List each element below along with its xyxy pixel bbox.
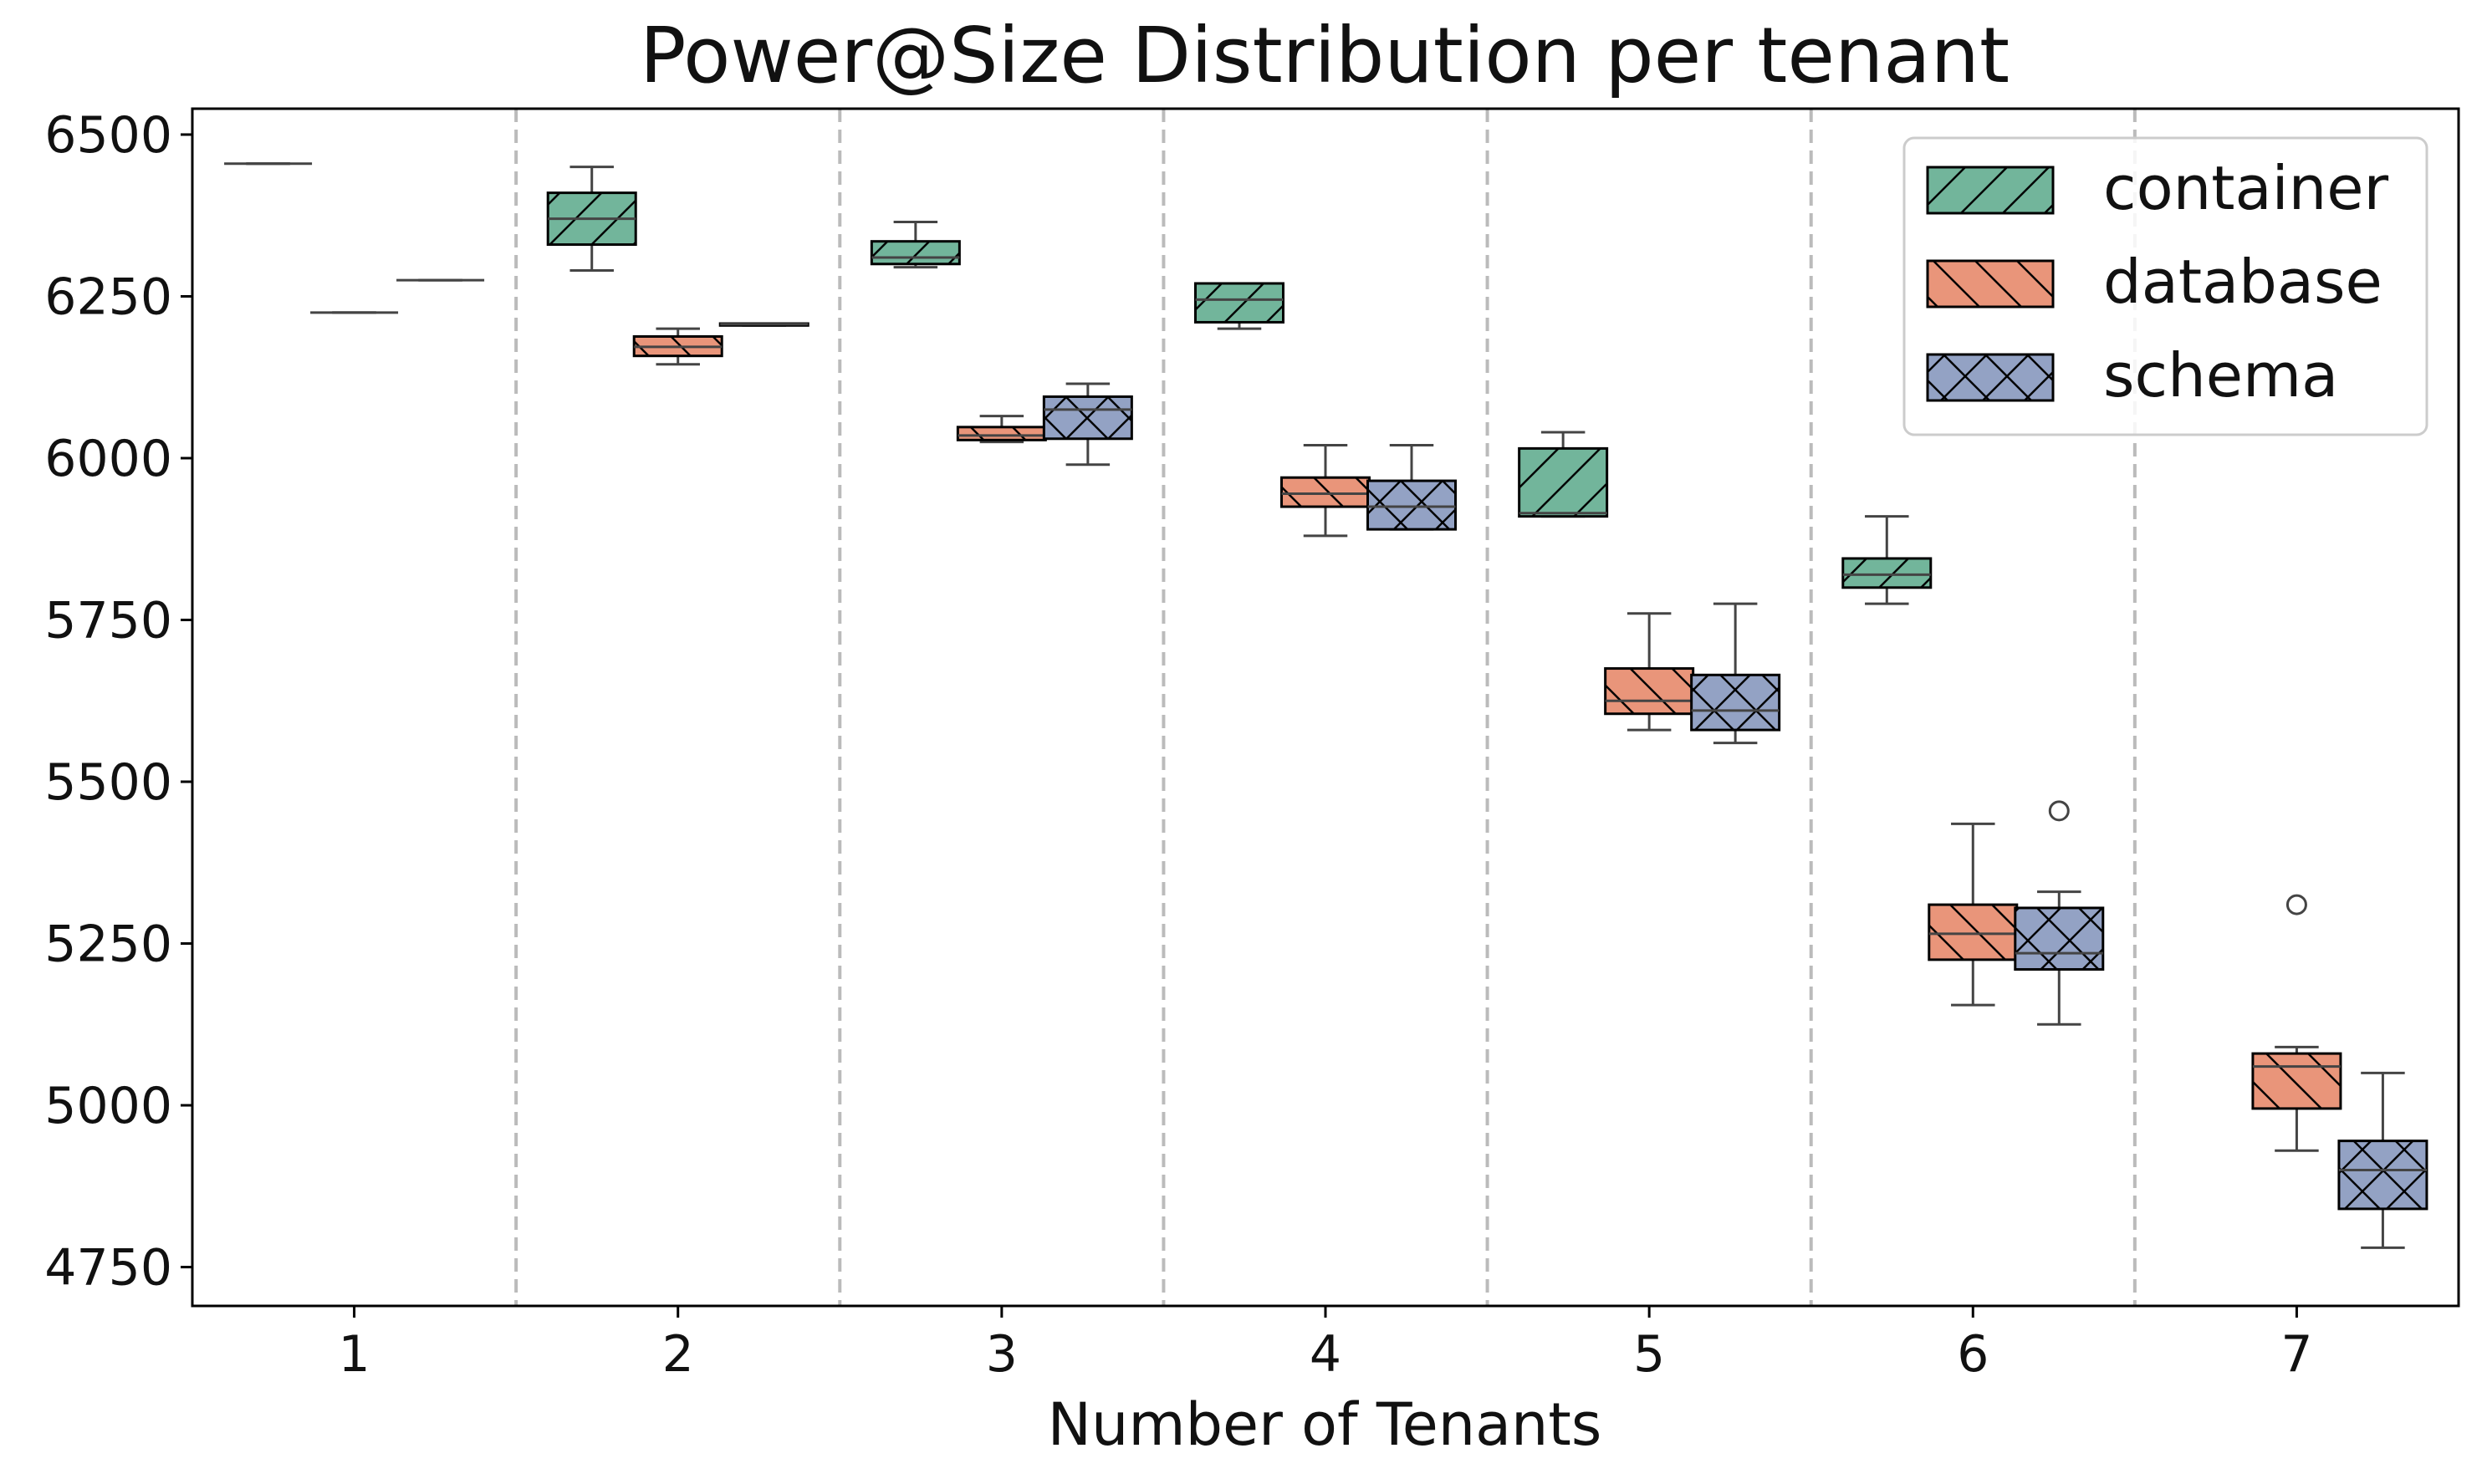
- box-container-6: [1841, 515, 1933, 605]
- legend: container database schema: [1902, 136, 2428, 436]
- plot-frame: [191, 107, 2460, 1308]
- box-hatch: [1928, 905, 2017, 960]
- box-database-6: [1928, 822, 2019, 1007]
- box-hatch: [871, 241, 960, 264]
- box-database-7: [2251, 894, 2342, 1152]
- box-database-3: [956, 415, 1047, 444]
- y-axis: 4750 5000 5250 5500 5750 6000 6250 6500: [44, 106, 192, 1298]
- y-tick-label: 6250: [44, 268, 172, 326]
- outlier-point: [2048, 800, 2070, 822]
- box-outline: [870, 240, 961, 266]
- y-tick-label: 5500: [44, 753, 172, 812]
- x-tick-label: 7: [2280, 1325, 2312, 1384]
- box-outline: [1194, 282, 1284, 324]
- x-tick-label: 1: [338, 1325, 370, 1384]
- box-hatch: [1519, 448, 1607, 517]
- box-schema-6: [2014, 800, 2105, 1026]
- box-outline: [1518, 446, 1609, 518]
- x-axis: 1 2 3 4 5 6 7: [338, 1306, 2313, 1384]
- y-tick-label: 5250: [44, 915, 172, 974]
- x-axis-label: Number of Tenants: [1048, 1390, 1602, 1459]
- legend-label: schema: [2103, 340, 2338, 411]
- legend-item-database: database: [1926, 247, 2382, 317]
- y-tick-label: 6000: [44, 430, 172, 488]
- chart-title: Power@Size Distribution per tenant: [640, 11, 2010, 100]
- box-hatch: [1842, 558, 1931, 588]
- y-tick-label: 5000: [44, 1077, 172, 1135]
- box-schema-5: [1690, 602, 1781, 745]
- y-tick-label: 4750: [44, 1239, 172, 1298]
- box-hatch: [958, 426, 1046, 441]
- y-tick-label: 5750: [44, 592, 172, 650]
- box-schema-4: [1366, 444, 1457, 531]
- box-schema-3: [1042, 382, 1133, 467]
- box-outline: [1690, 673, 1781, 732]
- x-tick-label: 6: [1957, 1325, 1989, 1384]
- box-outline: [1042, 395, 1133, 441]
- box-container-2: [546, 166, 637, 273]
- legend-swatch-hatch: [1928, 261, 2053, 307]
- box-database-2: [632, 327, 723, 366]
- box-container-3: [870, 220, 961, 269]
- outlier-point: [2285, 894, 2307, 915]
- box-hatch: [1691, 675, 1780, 731]
- box-database-4: [1280, 444, 1371, 538]
- box-hatch: [1605, 668, 1693, 714]
- box-container-5: [1518, 431, 1609, 518]
- box-hatch: [1044, 396, 1132, 439]
- box-schema-7: [2337, 1071, 2428, 1249]
- x-tick-label: 5: [1633, 1325, 1665, 1384]
- box-outline: [2014, 906, 2105, 971]
- legend-item-container: container: [1926, 153, 2389, 223]
- legend-label: database: [2103, 247, 2382, 317]
- box-container-4: [1194, 282, 1284, 330]
- box-hatch: [2338, 1140, 2427, 1209]
- group-separators: [514, 109, 2137, 1306]
- box-outline: [2251, 1052, 2342, 1110]
- box-hatch: [1281, 477, 1370, 507]
- legend-swatch-hatch: [1928, 354, 2053, 400]
- x-tick-label: 3: [986, 1325, 1018, 1384]
- legend-swatch-outline: [1926, 259, 2055, 309]
- legend-swatch-hatch: [1928, 167, 2053, 213]
- box-series: [224, 162, 2428, 1249]
- box-hatch: [1195, 283, 1284, 323]
- x-tick-label: 4: [1310, 1325, 1341, 1384]
- box-outline: [2337, 1140, 2428, 1211]
- box-schema-2: [718, 322, 809, 327]
- box-hatch: [2252, 1053, 2341, 1109]
- legend-item-schema: schema: [1926, 340, 2338, 411]
- box-database-5: [1604, 612, 1695, 732]
- y-tick-label: 6500: [44, 106, 172, 165]
- box-hatch: [2015, 907, 2103, 970]
- legend-swatch-outline: [1926, 166, 2055, 215]
- box-outline: [1366, 479, 1457, 531]
- legend-swatch-outline: [1926, 353, 2055, 402]
- box-hatch: [1367, 481, 1456, 530]
- legend-label: container: [2103, 153, 2389, 223]
- box-outline: [1841, 557, 1933, 589]
- x-tick-label: 2: [662, 1325, 694, 1384]
